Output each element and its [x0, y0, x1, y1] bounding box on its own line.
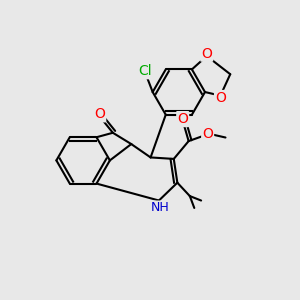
Text: O: O [202, 127, 213, 141]
Text: O: O [177, 112, 188, 126]
Text: NH: NH [151, 202, 170, 214]
Text: O: O [94, 107, 105, 122]
Text: O: O [201, 46, 212, 61]
Text: Cl: Cl [139, 64, 152, 78]
Text: O: O [215, 91, 226, 105]
